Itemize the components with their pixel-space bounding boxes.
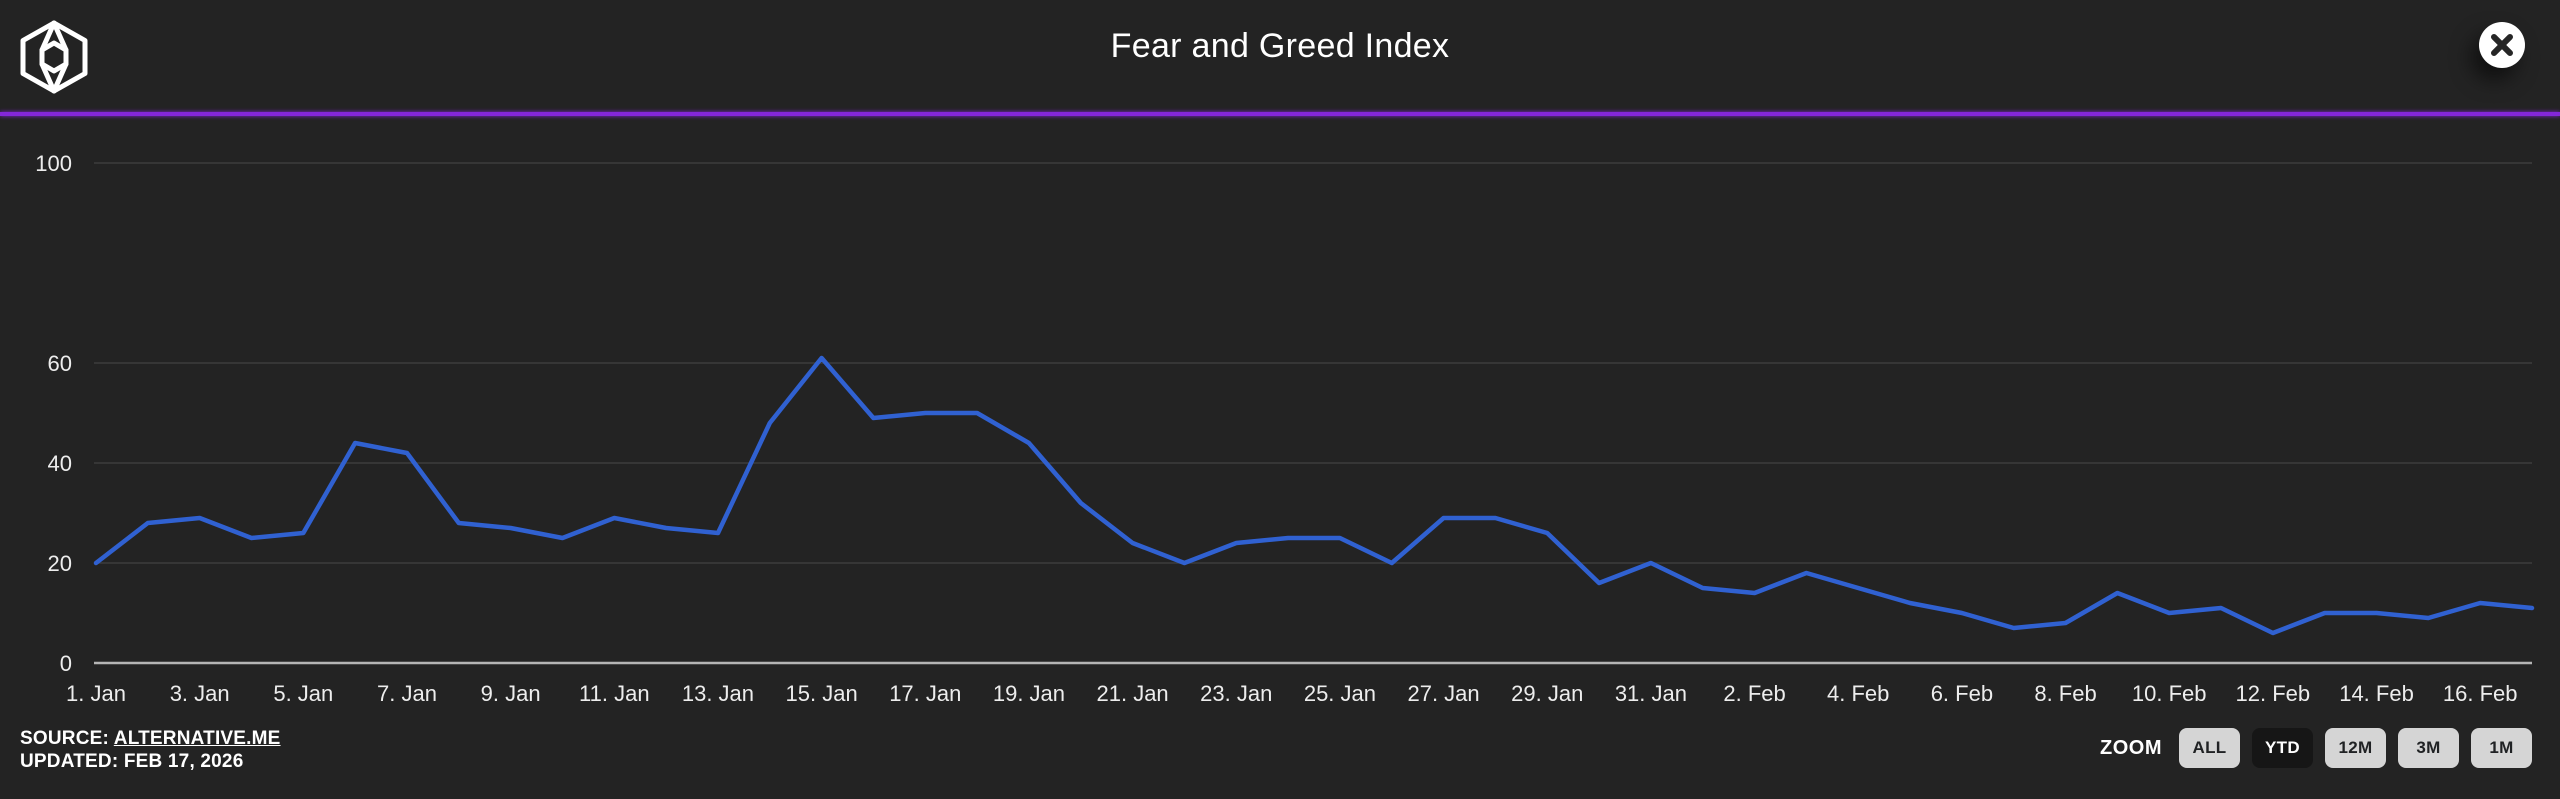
x-tick-label-18: 4. Feb [1827,681,1889,706]
zoom-label: ZOOM [2100,736,2162,759]
zoom-button-all[interactable]: ALL [2179,728,2240,768]
fear-greed-series-line [93,355,2535,636]
x-tick-label-19: 6. Feb [1931,681,1993,706]
x-tick-label-23: 14. Feb [2339,681,2414,706]
x-tick-label-2: 3. Jan [170,681,230,706]
x-tick-label-6: 11. Jan [579,681,650,706]
x-tick-label-7: 13. Jan [682,681,754,706]
x-tick-label-20: 8. Feb [2034,681,2096,706]
x-tick-label-15: 29. Jan [1511,681,1583,706]
x-tick-label-16: 31. Jan [1615,681,1687,706]
zoom-controls: ZOOM ALL YTD 12M 3M 1M [2100,728,2532,768]
zoom-button-1m[interactable]: 1M [2471,728,2532,768]
x-tick-label-4: 7. Jan [377,681,437,706]
x-tick-label-12: 23. Jan [1200,681,1272,706]
y-tick-label-0: 0 [60,651,72,676]
y-tick-label-20: 20 [48,551,72,576]
source-line: SOURCE: ALTERNATIVE.ME [20,727,281,750]
y-tick-label-100: 100 [35,151,72,176]
x-tick-label-21: 10. Feb [2132,681,2207,706]
x-tick-label-3: 5. Jan [273,681,333,706]
source-link[interactable]: ALTERNATIVE.ME [113,728,281,749]
zoom-button-ytd[interactable]: YTD [2252,728,2313,768]
x-tick-label-11: 21. Jan [1097,681,1169,706]
x-tick-label-10: 19. Jan [993,681,1065,706]
x-tick-label-9: 17. Jan [889,681,961,706]
source-block: SOURCE: ALTERNATIVE.ME UPDATED: FEB 17, … [20,727,281,773]
y-tick-label-60: 60 [48,351,72,376]
source-label: SOURCE: [20,728,110,749]
x-tick-label-14: 27. Jan [1407,681,1479,706]
x-tick-label-1: 1. Jan [66,681,126,706]
updated-line: UPDATED: FEB 17, 2026 [20,751,244,772]
app-logo-cube-icon [20,20,88,94]
x-tick-label-24: 16. Feb [2443,681,2518,706]
accent-divider [0,112,2560,116]
x-tick-label-22: 12. Feb [2236,681,2311,706]
close-button[interactable] [2479,22,2525,68]
zoom-button-12m[interactable]: 12M [2325,728,2386,768]
close-icon [2491,34,2513,56]
zoom-button-3m[interactable]: 3M [2398,728,2459,768]
x-tick-label-5: 9. Jan [481,681,541,706]
x-tick-label-13: 25. Jan [1304,681,1376,706]
page-title: Fear and Greed Index [1110,27,1450,65]
x-tick-label-8: 15. Jan [786,681,858,706]
y-tick-label-40: 40 [48,451,72,476]
x-tick-label-17: 2. Feb [1723,681,1785,706]
